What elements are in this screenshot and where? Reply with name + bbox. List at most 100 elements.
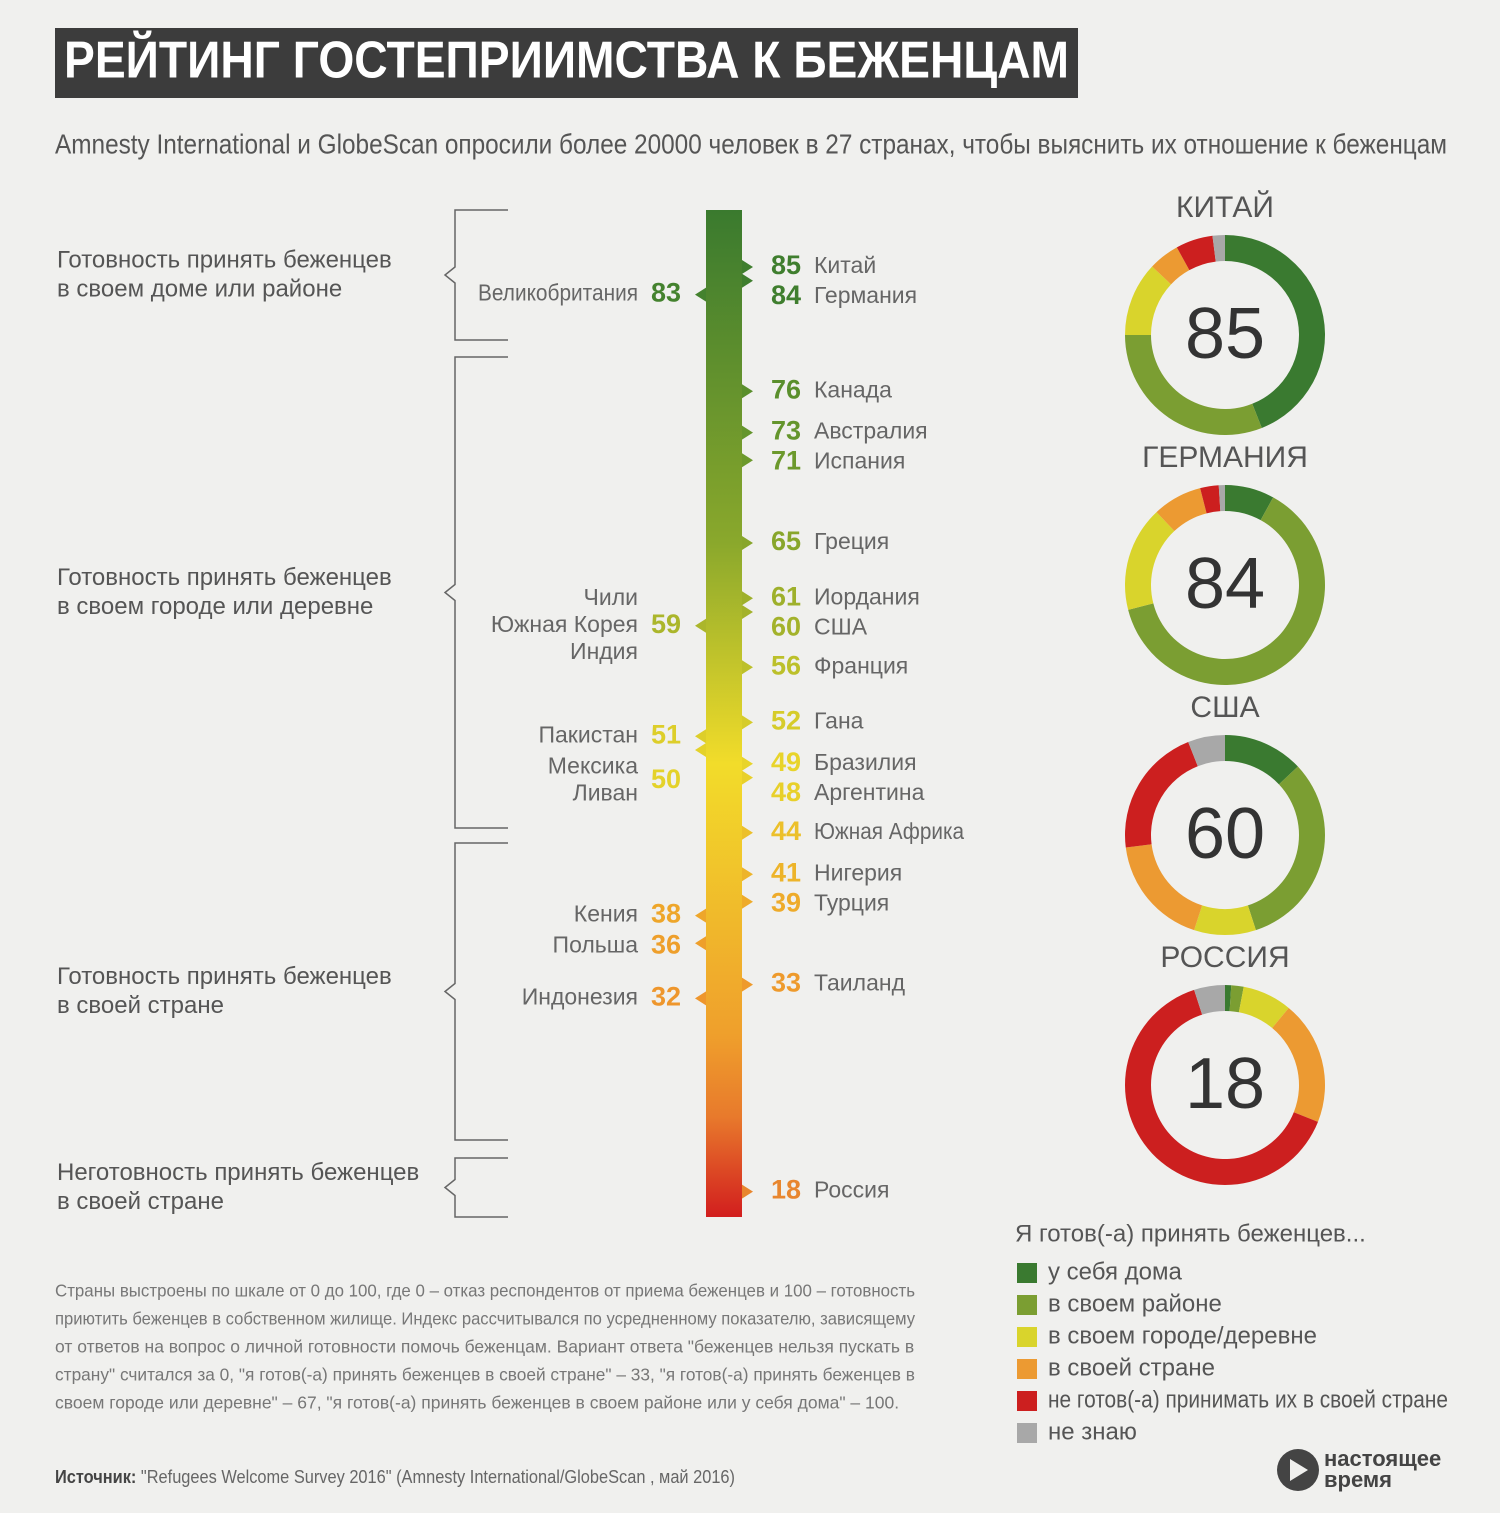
country-label: Аргентина	[814, 779, 925, 805]
scale-marker	[742, 867, 753, 882]
value-label: 49	[771, 747, 801, 777]
donut-segment	[1125, 266, 1172, 335]
scale-marker	[742, 273, 753, 288]
value-label: 71	[771, 446, 801, 476]
scale-marker	[742, 591, 753, 606]
note-line: Страны выстроены по шкале от 0 до 100, г…	[55, 1281, 915, 1301]
value-label: 44	[771, 816, 801, 846]
country-label: Китай	[814, 252, 876, 278]
legend-swatch	[1017, 1359, 1037, 1379]
value-label: 85	[771, 250, 801, 280]
legend-swatch	[1017, 1327, 1037, 1347]
logo-icon-play	[1290, 1459, 1308, 1481]
country-label: Южная Африка	[814, 818, 964, 844]
scale-marker	[695, 618, 706, 633]
scale-marker	[742, 605, 753, 619]
legend-label: у себя дома	[1048, 1258, 1182, 1285]
bracket-label: Готовность принять беженцев	[57, 564, 392, 591]
donut-center-value: 18	[1185, 1044, 1265, 1124]
country-label: Индонезия	[522, 983, 638, 1009]
scale-marker	[742, 894, 753, 909]
donut-center-value: 85	[1185, 294, 1265, 374]
donut-segment	[1194, 985, 1225, 1015]
note-line: своем городе или деревне" – 67, "я готов…	[55, 1393, 899, 1413]
donut-segment	[1125, 512, 1175, 610]
scale-marker	[742, 384, 753, 399]
legend-swatch	[1017, 1263, 1037, 1283]
legend-label: в своем городе/деревне	[1048, 1322, 1317, 1349]
value-label: 83	[651, 278, 681, 308]
value-label: 61	[771, 581, 801, 611]
note-line: от ответов на вопрос о личной готовности…	[55, 1337, 914, 1357]
value-label: 65	[771, 526, 801, 556]
donut-center-value: 60	[1185, 794, 1265, 874]
country-label: Бразилия	[814, 749, 917, 775]
scale-marker	[695, 991, 706, 1006]
donut-segment	[1225, 235, 1326, 428]
scale-marker	[695, 743, 706, 757]
source: Источник: "Refugees Welcome Survey 2016"…	[55, 1467, 735, 1487]
bracket-label: в своем доме или районе	[57, 275, 342, 302]
donut-segment	[1225, 985, 1232, 1012]
donut-title: КИТАЙ	[1176, 190, 1274, 224]
country-label: Пакистан	[538, 721, 638, 747]
scale-marker	[695, 936, 706, 951]
country-label: Франция	[814, 652, 908, 678]
scale-marker	[742, 660, 753, 675]
scale-marker	[742, 770, 753, 785]
scale-marker	[742, 1184, 753, 1199]
scale-marker	[695, 729, 706, 744]
bracket	[443, 356, 508, 829]
value-label: 48	[771, 777, 801, 807]
value-label: 32	[651, 982, 681, 1012]
value-label: 41	[771, 857, 801, 887]
bracket-label: в своей стране	[57, 1188, 224, 1215]
country-label: Испания	[814, 448, 905, 474]
value-label: 38	[651, 899, 681, 929]
scale-marker	[742, 756, 753, 771]
bracket-label: в своей стране	[57, 992, 224, 1019]
value-label: 33	[771, 968, 801, 998]
value-label: 51	[651, 719, 681, 749]
donut-title: США	[1190, 691, 1259, 724]
country-label: Австралия	[814, 418, 928, 444]
legend-label: не готов(-а) принимать их в своей стране	[1048, 1386, 1448, 1413]
donut-title: ГЕРМАНИЯ	[1142, 441, 1308, 474]
scale-marker	[742, 715, 753, 730]
scale-bar	[706, 210, 742, 1217]
donut-segment	[1229, 985, 1244, 1013]
donut-segment	[1212, 235, 1225, 262]
bracket	[443, 209, 508, 341]
donut-segment	[1200, 485, 1221, 514]
source-text: "Refugees Welcome Survey 2016" (Amnesty …	[136, 1467, 735, 1487]
donut-segment	[1218, 485, 1225, 512]
donut-segment	[1225, 485, 1274, 521]
scale-marker	[695, 908, 706, 923]
title-box	[55, 28, 1078, 98]
donut-segment	[1272, 1007, 1325, 1122]
legend-label: не знаю	[1048, 1418, 1137, 1445]
logo-text: настоящее	[1324, 1446, 1441, 1471]
country-label: Гана	[814, 707, 864, 733]
country-label: Южная Корея	[491, 611, 638, 637]
legend-swatch	[1017, 1295, 1037, 1315]
scale-marker	[742, 260, 753, 274]
legend-swatch	[1017, 1391, 1037, 1411]
legend-label: в своем районе	[1048, 1290, 1222, 1317]
country-label: Таиланд	[814, 970, 906, 996]
value-label: 50	[651, 764, 681, 794]
donut-segment	[1194, 905, 1256, 935]
value-label: 52	[771, 706, 801, 736]
note-line: страну" считался за 0, "я готов(-а) прин…	[55, 1365, 915, 1385]
value-label: 39	[771, 887, 801, 917]
scale-marker	[742, 453, 753, 468]
country-label: Польша	[553, 932, 639, 958]
source-label: Источник:	[55, 1467, 136, 1487]
country-label: США	[814, 613, 868, 639]
value-label: 73	[771, 416, 801, 446]
bracket-label: Готовность принять беженцев	[57, 246, 392, 273]
value-label: 36	[651, 930, 681, 960]
scale-marker	[695, 287, 706, 302]
